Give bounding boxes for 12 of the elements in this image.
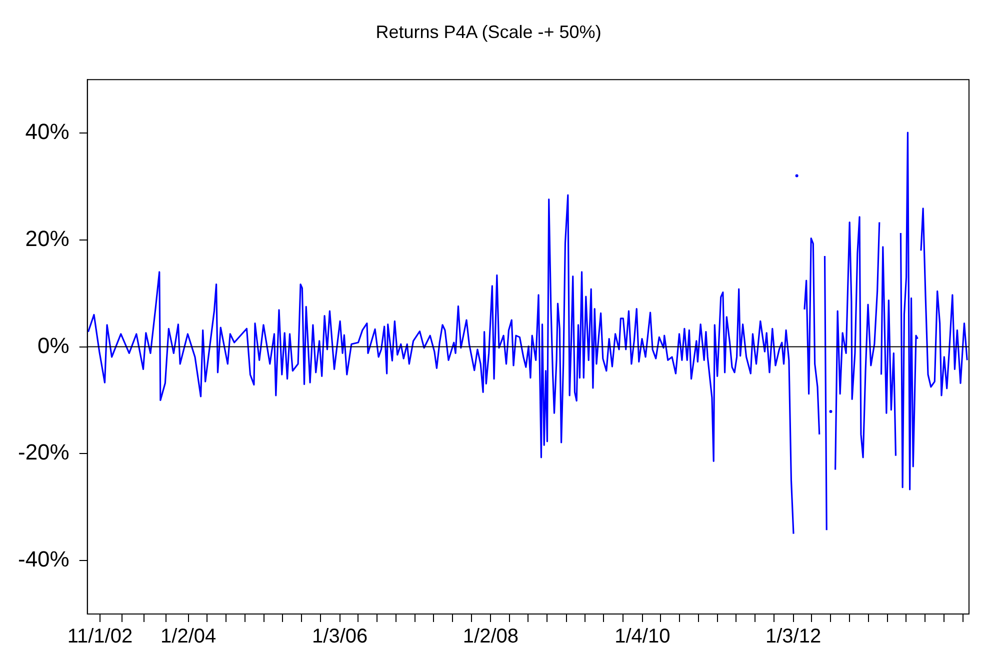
x-tick-label: 1/2/04 bbox=[160, 626, 216, 648]
chart-title: Returns P4A (Scale -+ 50%) bbox=[376, 22, 602, 42]
y-tick-label: -40% bbox=[18, 546, 70, 572]
x-tick-label: 1/3/12 bbox=[765, 626, 822, 648]
x-tick-label: 1/2/08 bbox=[462, 626, 519, 648]
x-tick-label: 1/4/10 bbox=[614, 626, 670, 648]
x-tick-label: 11/1/02 bbox=[67, 626, 133, 648]
y-tick-label: 20% bbox=[25, 226, 70, 251]
x-tick-label: 1/3/06 bbox=[312, 626, 368, 648]
y-tick-label: -20% bbox=[18, 440, 70, 465]
y-tick-label: 0% bbox=[38, 332, 70, 358]
y-tick-label: 40% bbox=[25, 119, 70, 144]
